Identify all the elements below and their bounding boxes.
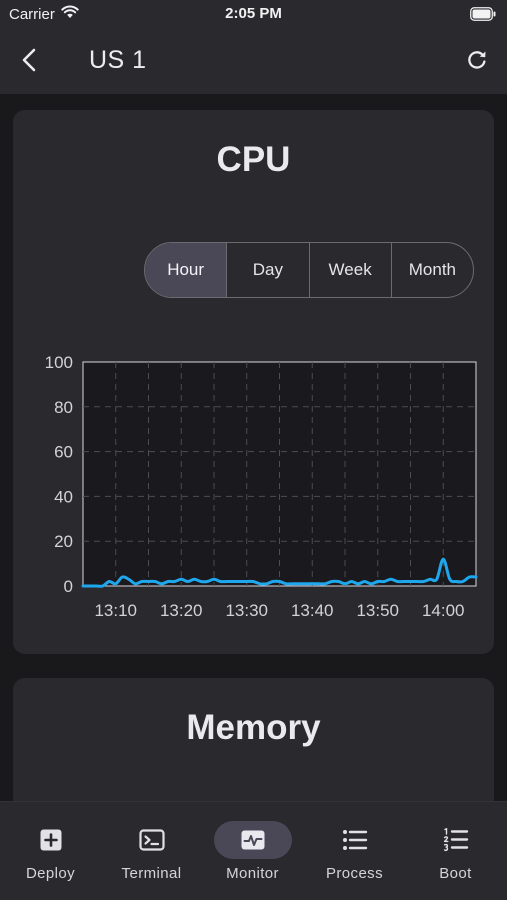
tab-deploy[interactable]: Deploy bbox=[0, 802, 101, 900]
battery-icon bbox=[470, 7, 496, 26]
memory-card-title: Memory bbox=[186, 708, 321, 747]
cpu-usage-line bbox=[81, 557, 478, 588]
pulse-icon bbox=[241, 830, 264, 850]
y-tick-label: 100 bbox=[45, 353, 73, 372]
tab-process-label: Process bbox=[326, 865, 383, 882]
x-tick-label: 13:10 bbox=[94, 601, 137, 620]
refresh-button[interactable] bbox=[461, 44, 493, 76]
x-tick-label: 13:30 bbox=[225, 601, 268, 620]
range-week-button[interactable]: Week bbox=[310, 243, 392, 297]
list-icon bbox=[342, 830, 367, 850]
tab-boot-icon-wrap bbox=[417, 821, 495, 859]
refresh-icon bbox=[468, 51, 486, 69]
y-tick-label: 20 bbox=[54, 532, 73, 551]
tab-deploy-icon-wrap bbox=[12, 821, 90, 859]
time-range-selector: Hour Day Week Month bbox=[144, 242, 474, 298]
tab-process[interactable]: Process bbox=[304, 802, 405, 900]
x-tick-label: 13:40 bbox=[291, 601, 334, 620]
tab-monitor[interactable]: Monitor bbox=[202, 802, 303, 900]
tab-monitor-label: Monitor bbox=[226, 865, 279, 882]
cpu-card-title: CPU bbox=[216, 140, 291, 179]
terminal-icon bbox=[138, 829, 165, 851]
page-title: US 1 bbox=[89, 46, 147, 74]
range-day-button[interactable]: Day bbox=[227, 243, 310, 297]
carrier-label: Carrier bbox=[9, 6, 55, 23]
wifi-icon bbox=[61, 5, 79, 24]
status-time: 2:05 PM bbox=[225, 5, 282, 22]
y-tick-label: 0 bbox=[64, 577, 73, 596]
x-tick-label: 13:20 bbox=[160, 601, 203, 620]
tab-boot-label: Boot bbox=[439, 865, 472, 882]
x-tick-label: 14:00 bbox=[422, 601, 465, 620]
back-button[interactable] bbox=[12, 42, 46, 78]
chevron-left-icon bbox=[22, 48, 36, 72]
y-tick-label: 60 bbox=[54, 443, 73, 462]
range-hour-button[interactable]: Hour bbox=[145, 243, 228, 297]
plus-square-icon bbox=[40, 829, 61, 851]
nav-bar: US 1 bbox=[0, 28, 507, 94]
tab-monitor-icon-wrap bbox=[213, 821, 292, 859]
tab-terminal-label: Terminal bbox=[121, 865, 182, 882]
tab-deploy-label: Deploy bbox=[25, 865, 76, 882]
y-tick-label: 40 bbox=[54, 487, 73, 506]
cpu-card: CPU Hour Day Week Month 0 20 40 60 80 100 13:1… bbox=[13, 110, 494, 654]
tab-terminal-icon-wrap bbox=[113, 821, 191, 859]
tab-process-icon-wrap bbox=[316, 821, 394, 859]
y-tick-label: 80 bbox=[54, 398, 73, 417]
range-month-button[interactable]: Month bbox=[408, 260, 456, 279]
numbered-list-icon bbox=[443, 828, 468, 852]
cpu-usage-chart: 0 20 40 60 80 100 13:10 13:20 13:30 13:40 13:50 14:… bbox=[45, 353, 478, 620]
status-bar: Carrier 2:05 PM bbox=[0, 0, 507, 28]
tab-terminal[interactable]: Terminal bbox=[101, 802, 202, 900]
x-tick-label: 13:50 bbox=[356, 601, 399, 620]
tab-bar: Deploy Terminal Monitor bbox=[0, 801, 507, 900]
tab-boot[interactable]: Boot bbox=[405, 802, 506, 900]
